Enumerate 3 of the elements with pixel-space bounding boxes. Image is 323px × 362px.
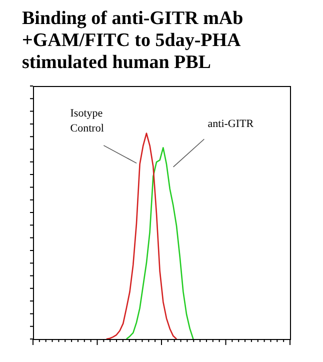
- annotation: Isotype Control: [70, 108, 104, 135]
- text: anti-GITR: [208, 118, 254, 130]
- chart-title: Binding of anti-GITR mAb +GAM/FITC to 5day-PHA stimulated human PBL: [22, 8, 244, 74]
